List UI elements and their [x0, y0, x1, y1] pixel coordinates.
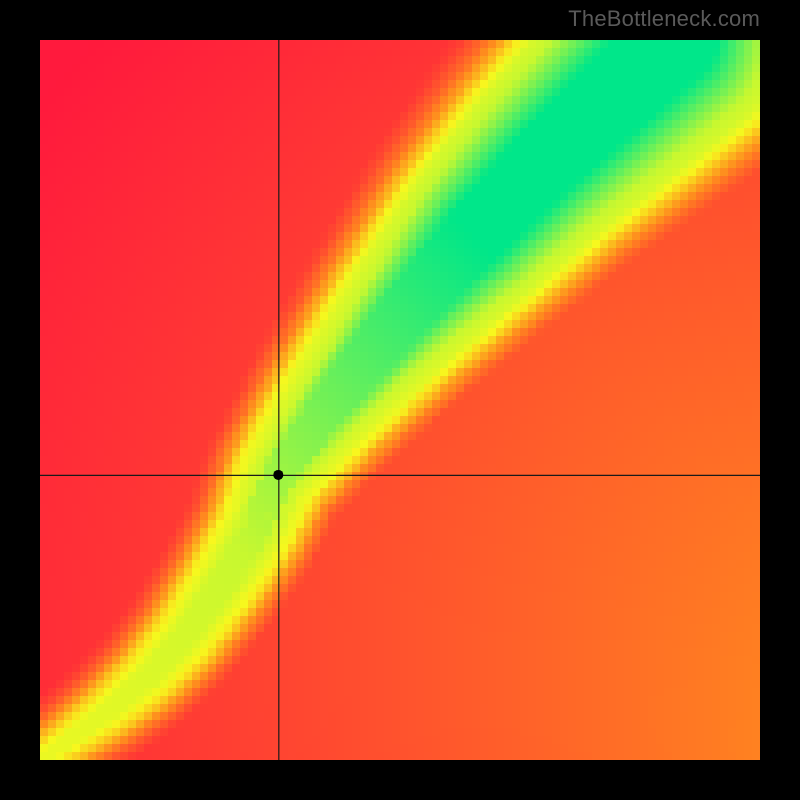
chart-container: TheBottleneck.com: [0, 0, 800, 800]
watermark-text: TheBottleneck.com: [568, 6, 760, 32]
heatmap-canvas: [40, 40, 760, 760]
heatmap-plot: [40, 40, 760, 760]
